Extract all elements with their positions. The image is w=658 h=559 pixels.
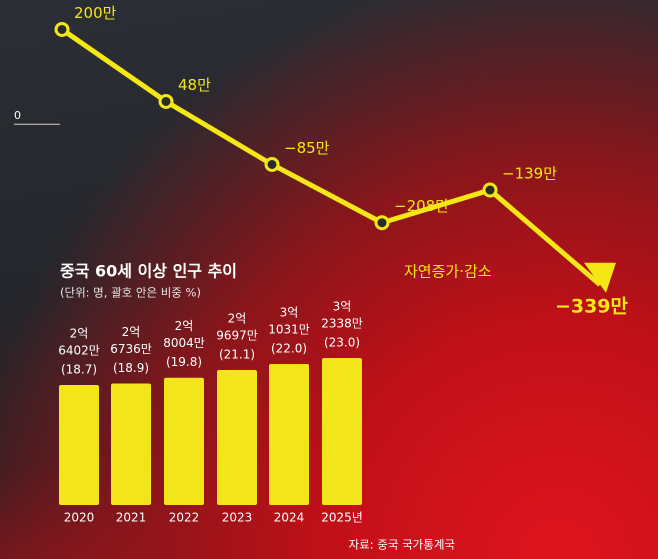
share-label: (23.0) [324, 336, 360, 350]
bar [111, 383, 151, 505]
source: 자료: 중국 국가통계국 [349, 538, 455, 552]
bar-chart-title: 중국 60세 이상 인구 추이 [60, 262, 237, 281]
data-label: 200만 [74, 4, 117, 22]
value-label: 6736만 [110, 342, 152, 356]
x-tick-label: 2024 [274, 511, 305, 525]
value-label: 8004만 [163, 336, 205, 350]
data-label: 48만 [178, 76, 211, 94]
point [158, 93, 174, 109]
bar [164, 377, 204, 505]
share-label: (18.7) [61, 362, 97, 376]
x-tick-label: 2022 [169, 511, 200, 525]
x-tick-label: 2025년 [321, 511, 363, 525]
share-label: (21.1) [219, 348, 255, 362]
x-tick-label: 2023 [222, 511, 253, 525]
bar [217, 370, 257, 505]
value-label: 3억 [280, 305, 299, 319]
share-label: (18.9) [113, 361, 149, 375]
value-label: 2338만 [321, 317, 363, 331]
x-tick-label: 2020 [64, 511, 95, 525]
point [374, 215, 390, 231]
series-label: 자연증가·감소 [404, 263, 492, 281]
bar [269, 363, 309, 505]
line [60, 27, 602, 287]
share-label: (19.8) [166, 355, 202, 369]
point [482, 182, 498, 198]
y-tick-label: 0 [14, 109, 21, 122]
bar [59, 384, 99, 505]
value-label: 2억 [175, 319, 194, 333]
point [264, 156, 280, 172]
value-label: 2억 [122, 325, 141, 339]
value-label: 1031만 [268, 322, 310, 336]
value-label: 2억 [70, 326, 89, 340]
data-label: −208만 [394, 197, 449, 215]
x-tick-label: 2021 [116, 511, 147, 525]
value-label: 6402만 [58, 343, 100, 357]
share-label: (22.0) [271, 341, 307, 355]
data-label: −339만 [555, 295, 629, 317]
value-label: 2억 [228, 312, 247, 326]
bar [322, 358, 362, 505]
value-label: 9697만 [216, 329, 258, 343]
value-label: 3억 [333, 300, 352, 314]
point [54, 21, 70, 37]
data-label: −139만 [502, 165, 557, 183]
bar-chart-subtitle: (단위: 명, 괄호 안은 비중 %) [60, 286, 201, 300]
data-label: −85만 [284, 139, 330, 157]
arrow-head [584, 262, 616, 293]
